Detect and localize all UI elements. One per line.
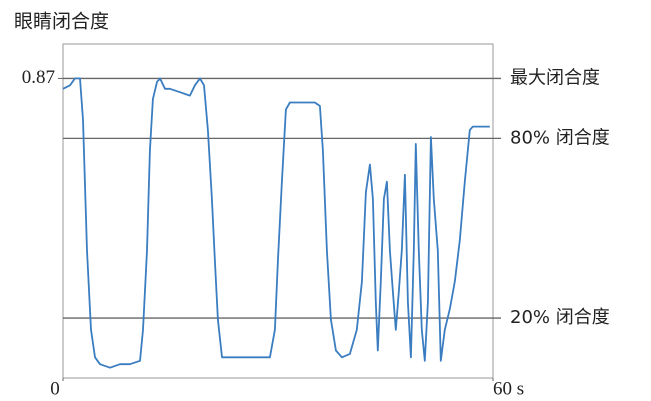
x-tick-label: 60 s bbox=[493, 378, 524, 399]
y-axis-title: 眼睛闭合度 bbox=[14, 11, 109, 33]
data-line bbox=[62, 77, 490, 369]
reference-label: 20% 闭合度 bbox=[510, 307, 610, 328]
plot-frame bbox=[62, 43, 494, 379]
x-tick-label: 0 bbox=[50, 378, 60, 399]
reference-label: 最大闭合度 bbox=[510, 67, 600, 88]
y-tick-label: 0.87 bbox=[22, 67, 55, 88]
reference-label: 80% 闭合度 bbox=[510, 127, 610, 148]
